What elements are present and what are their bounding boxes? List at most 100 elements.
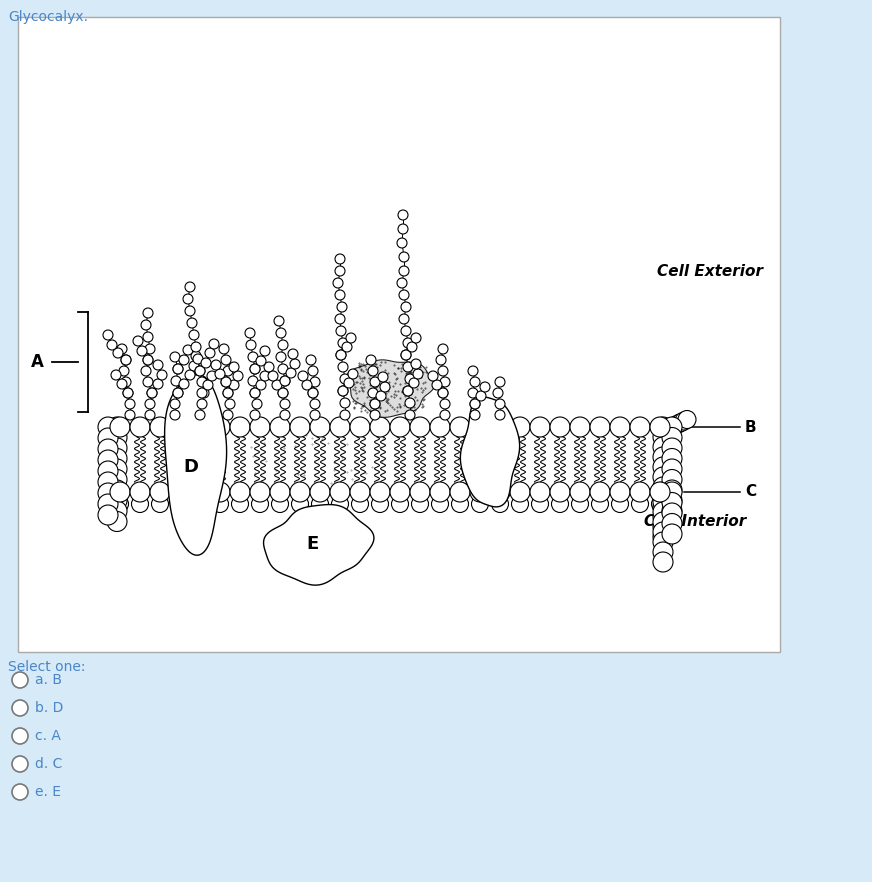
Circle shape [401, 350, 411, 360]
Circle shape [335, 290, 345, 300]
Circle shape [401, 326, 411, 336]
Polygon shape [346, 360, 434, 417]
Circle shape [192, 496, 208, 512]
Circle shape [336, 350, 346, 360]
Circle shape [411, 359, 421, 369]
Circle shape [470, 410, 480, 420]
Circle shape [490, 482, 510, 502]
Circle shape [650, 482, 670, 502]
Circle shape [137, 346, 147, 356]
Circle shape [268, 371, 278, 381]
Circle shape [678, 410, 696, 429]
Circle shape [272, 380, 282, 390]
Circle shape [189, 361, 199, 371]
Circle shape [98, 439, 118, 459]
Circle shape [403, 362, 413, 372]
Circle shape [201, 358, 211, 368]
Circle shape [653, 417, 673, 437]
Circle shape [370, 482, 390, 502]
Circle shape [438, 366, 448, 376]
FancyBboxPatch shape [18, 17, 780, 652]
Circle shape [470, 377, 480, 387]
Circle shape [252, 399, 262, 409]
Circle shape [121, 355, 131, 365]
Text: d. C: d. C [35, 757, 63, 771]
Circle shape [532, 496, 548, 512]
Text: D: D [183, 458, 199, 476]
Circle shape [250, 364, 260, 374]
Circle shape [195, 366, 205, 376]
Circle shape [147, 388, 157, 398]
Text: Select one:: Select one: [8, 660, 85, 674]
Circle shape [280, 376, 290, 386]
Circle shape [430, 417, 450, 437]
Circle shape [107, 490, 127, 511]
Circle shape [468, 388, 478, 398]
Circle shape [212, 496, 228, 512]
Circle shape [145, 399, 155, 409]
Circle shape [472, 496, 488, 512]
Circle shape [610, 482, 630, 502]
Circle shape [335, 314, 345, 324]
Polygon shape [460, 397, 520, 507]
Circle shape [221, 377, 231, 387]
Circle shape [229, 380, 239, 390]
Circle shape [653, 522, 673, 542]
Circle shape [229, 362, 239, 372]
Circle shape [170, 417, 190, 437]
Circle shape [653, 552, 673, 572]
Circle shape [221, 355, 231, 365]
Circle shape [399, 290, 409, 300]
Circle shape [337, 302, 347, 312]
Circle shape [145, 410, 155, 420]
Circle shape [410, 417, 430, 437]
Polygon shape [165, 375, 227, 556]
Circle shape [468, 366, 478, 376]
Circle shape [336, 350, 346, 360]
Circle shape [250, 410, 260, 420]
Circle shape [276, 328, 286, 338]
Circle shape [173, 388, 183, 398]
Circle shape [153, 379, 163, 389]
Circle shape [143, 377, 153, 387]
Circle shape [510, 482, 530, 502]
Circle shape [107, 340, 117, 350]
Circle shape [401, 302, 411, 312]
Circle shape [141, 320, 151, 330]
Circle shape [495, 399, 505, 409]
Circle shape [221, 377, 231, 387]
Circle shape [143, 308, 153, 318]
Circle shape [12, 784, 28, 800]
Circle shape [278, 340, 288, 350]
Circle shape [340, 410, 350, 420]
Circle shape [409, 378, 419, 388]
Circle shape [308, 388, 318, 398]
Circle shape [111, 370, 121, 380]
Circle shape [405, 410, 415, 420]
Circle shape [291, 496, 309, 512]
Circle shape [133, 336, 143, 346]
Circle shape [173, 364, 183, 374]
Circle shape [230, 482, 250, 502]
Circle shape [250, 388, 260, 398]
Circle shape [630, 482, 650, 502]
Circle shape [110, 417, 130, 437]
Circle shape [653, 542, 673, 562]
Circle shape [193, 354, 203, 364]
Circle shape [107, 417, 127, 437]
Circle shape [12, 672, 28, 688]
Circle shape [310, 410, 320, 420]
Circle shape [141, 366, 151, 376]
Circle shape [145, 344, 155, 354]
Circle shape [438, 388, 448, 398]
Circle shape [440, 399, 450, 409]
Circle shape [432, 380, 442, 390]
Circle shape [195, 366, 205, 376]
Circle shape [403, 386, 413, 396]
Circle shape [495, 410, 505, 420]
Circle shape [185, 306, 195, 316]
Circle shape [403, 386, 413, 396]
Circle shape [399, 314, 409, 324]
Circle shape [98, 417, 118, 437]
Circle shape [368, 366, 378, 376]
